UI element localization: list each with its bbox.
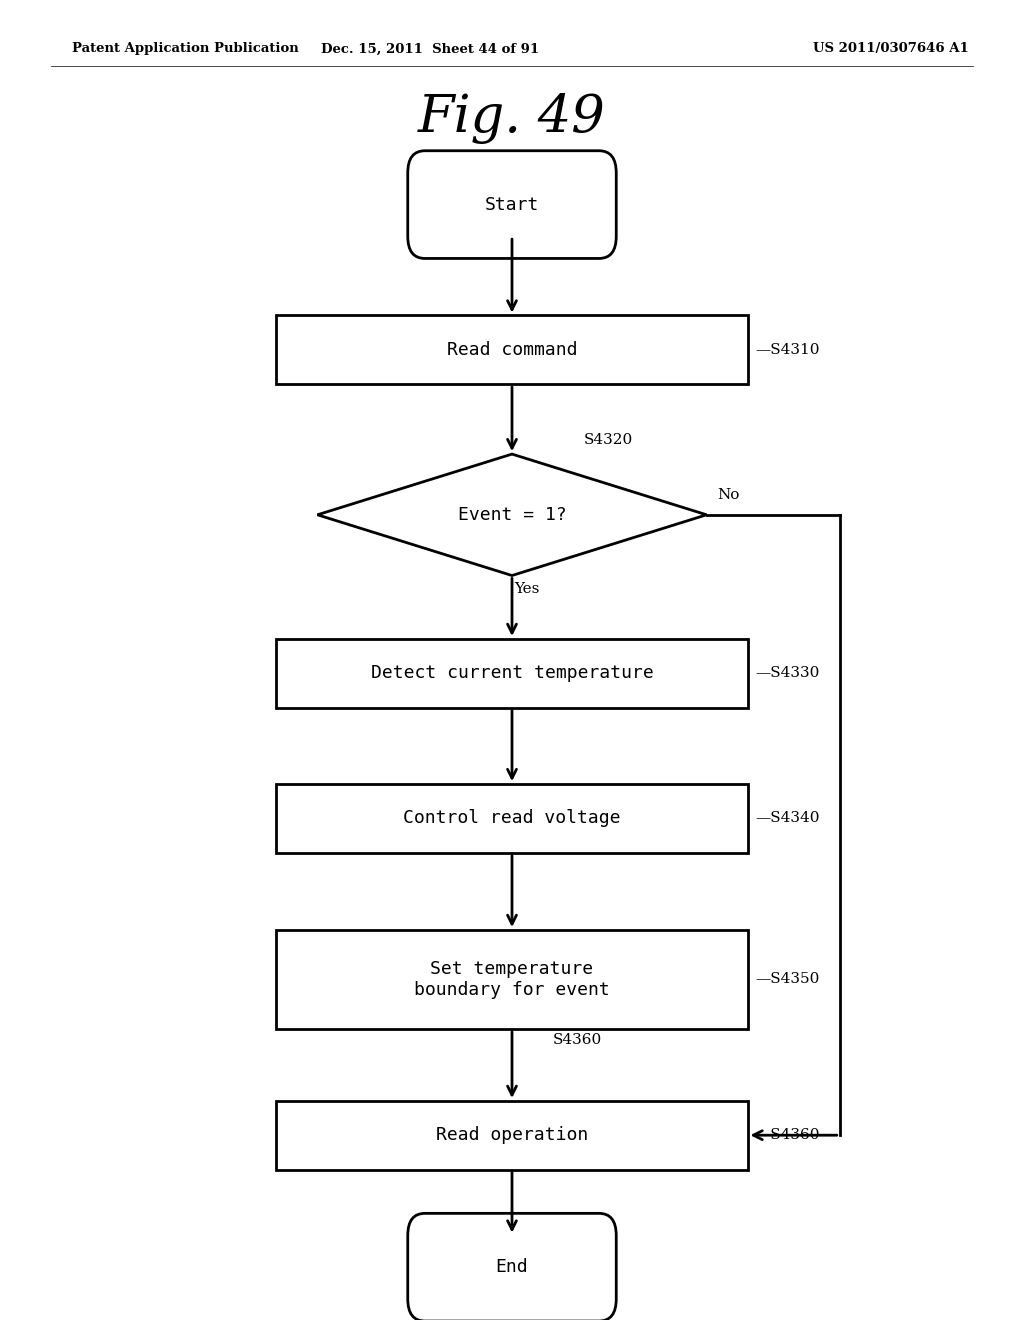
Text: Read command: Read command [446, 341, 578, 359]
Text: S4320: S4320 [584, 433, 633, 447]
Text: Start: Start [484, 195, 540, 214]
Text: No: No [717, 487, 739, 502]
Text: Set temperature
boundary for event: Set temperature boundary for event [414, 960, 610, 999]
Text: Dec. 15, 2011  Sheet 44 of 91: Dec. 15, 2011 Sheet 44 of 91 [321, 42, 540, 55]
Bar [276, 784, 748, 853]
Text: —S4360: —S4360 [756, 1129, 820, 1142]
Text: End: End [496, 1258, 528, 1276]
Text: —S4330: —S4330 [756, 667, 820, 680]
Bar [276, 639, 748, 708]
Text: —S4350: —S4350 [756, 973, 820, 986]
Text: S4360: S4360 [553, 1032, 602, 1047]
Text: US 2011/0307646 A1: US 2011/0307646 A1 [813, 42, 969, 55]
Text: Read operation: Read operation [436, 1126, 588, 1144]
Bar [276, 315, 748, 384]
Text: Detect current temperature: Detect current temperature [371, 664, 653, 682]
FancyBboxPatch shape [408, 1213, 616, 1320]
Text: —S4340: —S4340 [756, 812, 820, 825]
Bar [276, 1101, 748, 1170]
Text: Fig. 49: Fig. 49 [418, 94, 606, 144]
Text: —S4310: —S4310 [756, 343, 820, 356]
Text: Event = 1?: Event = 1? [458, 506, 566, 524]
FancyBboxPatch shape [408, 150, 616, 259]
Bar [276, 929, 748, 1030]
Text: Yes: Yes [515, 582, 540, 597]
Text: Control read voltage: Control read voltage [403, 809, 621, 828]
Text: Patent Application Publication: Patent Application Publication [72, 42, 298, 55]
Polygon shape [317, 454, 707, 576]
